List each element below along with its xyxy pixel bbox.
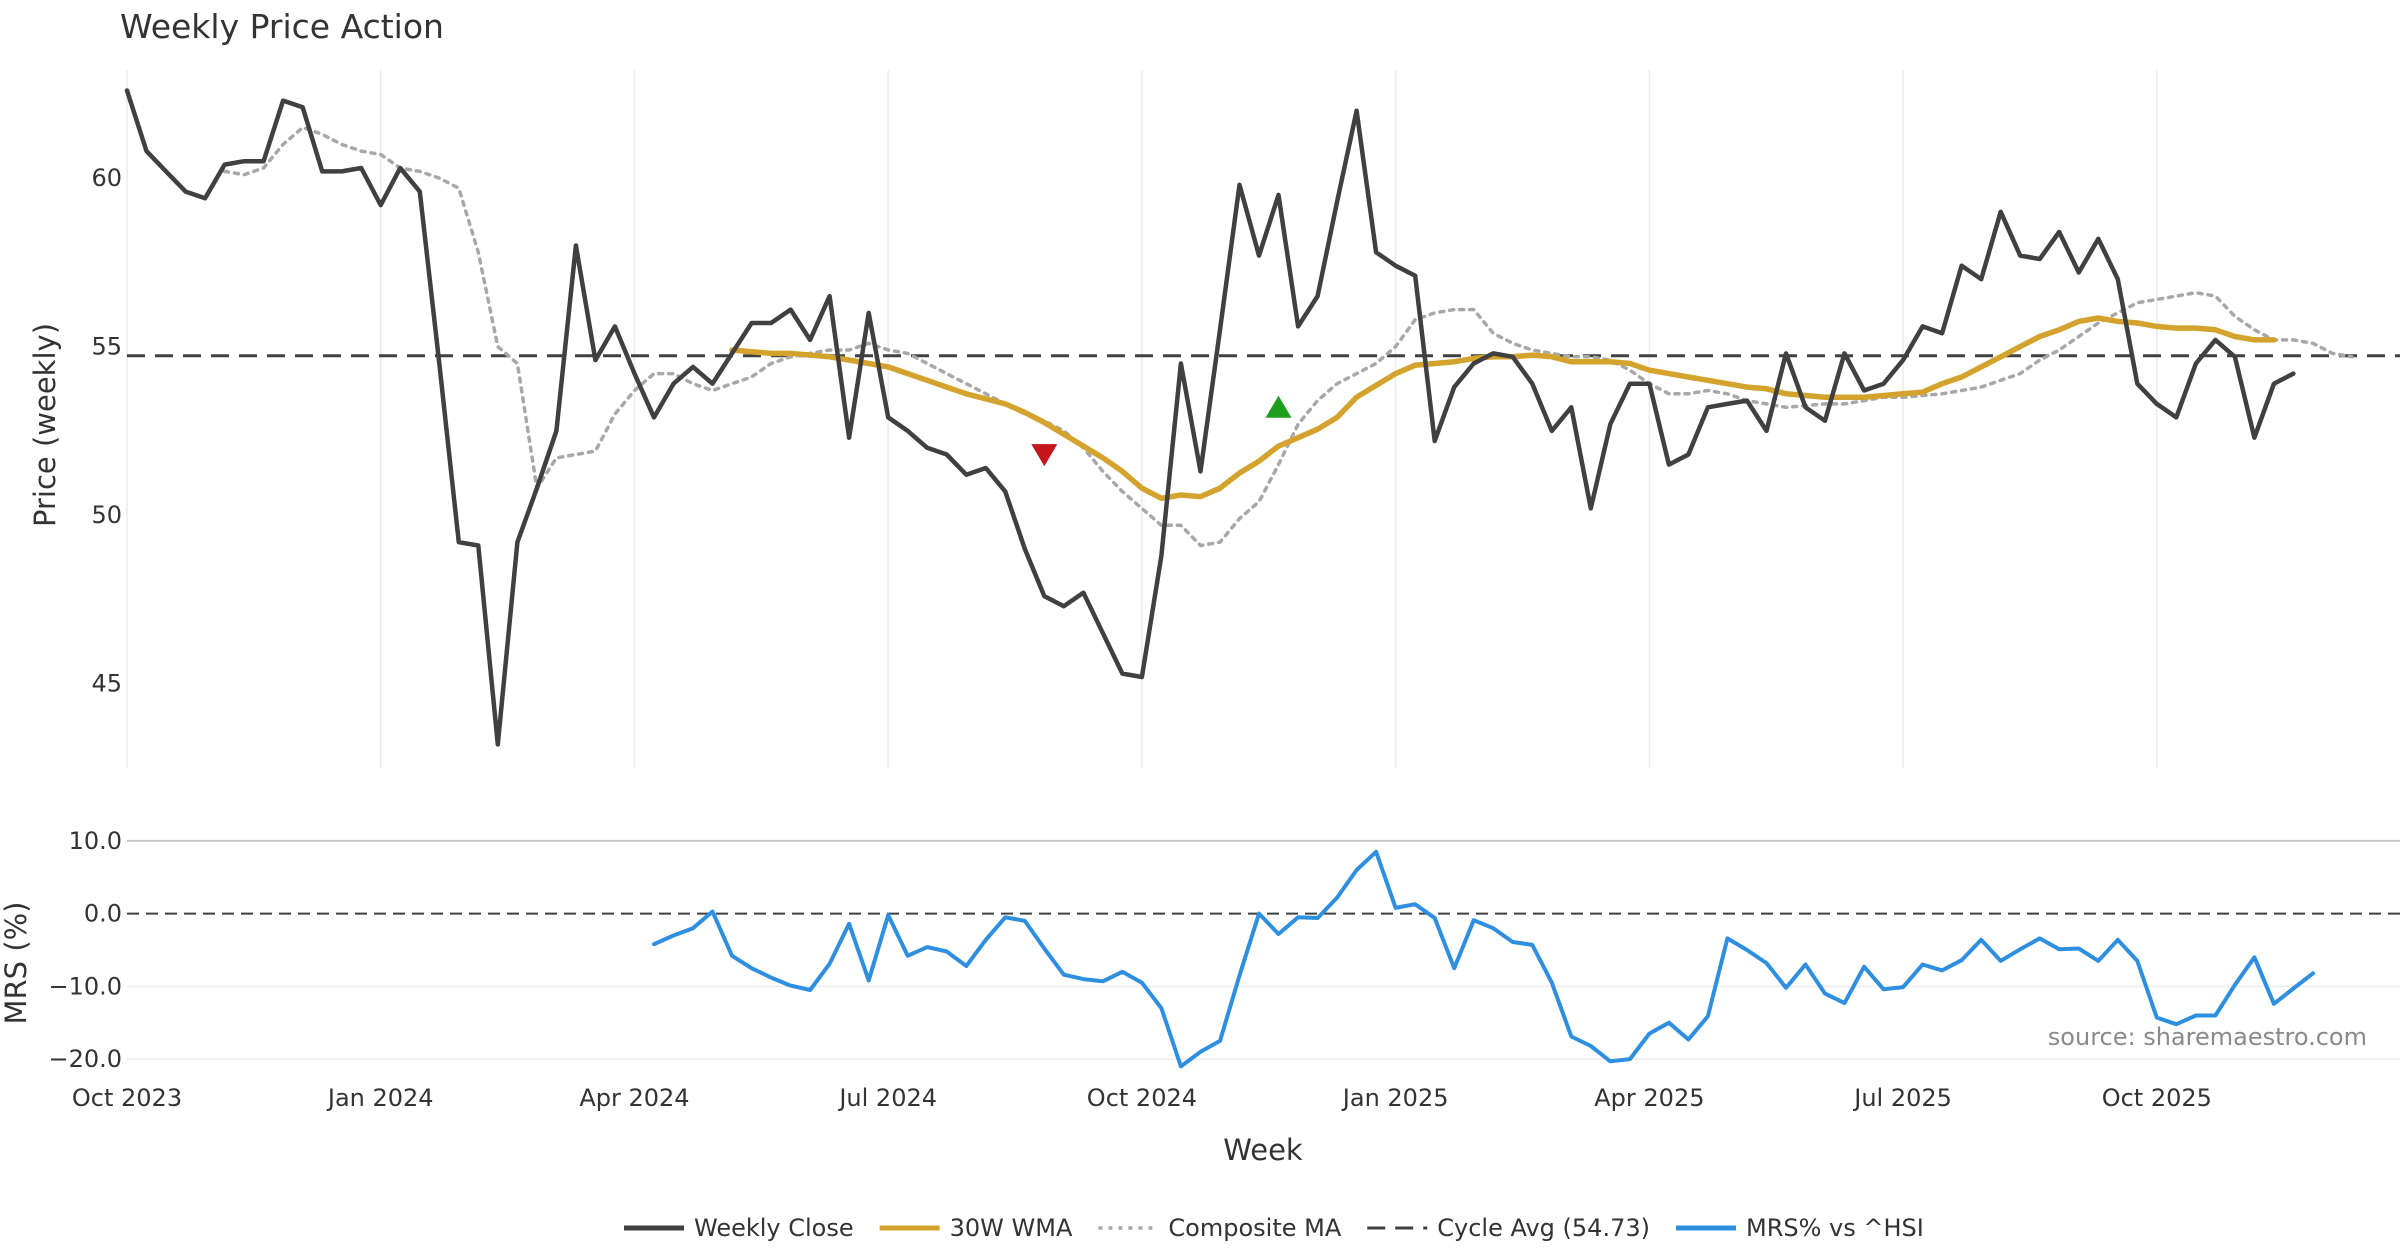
series-composite-ma <box>222 125 2354 548</box>
legend-item-mrs-vs-hsi: MRS% vs ^HSI <box>1675 1214 1924 1242</box>
x-tick-oct-2024: Oct 2024 <box>1087 1084 1197 1112</box>
mrs-y-tick-0-0: 0.0 <box>84 900 122 928</box>
legend-item-30w-wma: 30W WMA <box>879 1214 1073 1242</box>
x-tick-jan-2025: Jan 2025 <box>1341 1084 1449 1112</box>
sell-signal-marker <box>1031 444 1058 467</box>
legend-item-composite-ma: Composite MA <box>1098 1214 1342 1242</box>
price-y-tick-45: 45 <box>91 670 122 698</box>
x-tick-jul-2024: Jul 2024 <box>837 1084 937 1112</box>
x-axis-label: Week <box>1223 1133 1303 1167</box>
x-axis: Oct 2023 Jan 2024 Apr 2024 Jul 2024 Oct 2024… <box>72 1084 2212 1112</box>
source-note: source: sharemaestro.com <box>2048 1023 2367 1051</box>
x-tick-apr-2025: Apr 2025 <box>1594 1084 1704 1112</box>
legend-label: Cycle Avg (54.73) <box>1437 1214 1650 1242</box>
price-y-tick-50: 50 <box>91 501 122 529</box>
chart-title: Weekly Price Action <box>120 7 444 46</box>
price-panel: 45 50 55 60 <box>91 88 2400 747</box>
mrs-panel: 10.0 0.0 −10.0 −20.0 <box>48 827 2400 1073</box>
series-weekly-close <box>124 88 2296 747</box>
grid-layer <box>126 70 2400 1060</box>
x-tick-apr-2024: Apr 2024 <box>579 1084 689 1112</box>
series-mrs-vs-hsi <box>652 849 2315 1069</box>
mrs-y-tick-10-0: −10.0 <box>48 972 122 1000</box>
legend-item-weekly-close: Weekly Close <box>624 1214 854 1242</box>
mrs-y-axis-label: MRS (%) <box>0 902 33 1025</box>
x-tick-jul-2025: Jul 2025 <box>1852 1084 1952 1112</box>
mrs-y-tick-10-0: 10.0 <box>69 827 122 855</box>
legend-label: Weekly Close <box>694 1214 854 1242</box>
price-y-tick-55: 55 <box>91 333 122 361</box>
legend-label: MRS% vs ^HSI <box>1746 1214 1924 1242</box>
mrs-y-tick-20-0: −20.0 <box>48 1045 122 1073</box>
x-tick-oct-2025: Oct 2025 <box>2102 1084 2212 1112</box>
price-y-tick-60: 60 <box>91 164 122 192</box>
price-y-axis-label: Price (weekly) <box>28 323 62 527</box>
x-tick-jan-2024: Jan 2024 <box>326 1084 434 1112</box>
legend-label: Composite MA <box>1168 1214 1341 1242</box>
x-tick-oct-2023: Oct 2023 <box>72 1084 182 1112</box>
legend-item-cycle-avg-54-73: Cycle Avg (54.73) <box>1367 1214 1650 1242</box>
legend-label: 30W WMA <box>950 1214 1073 1242</box>
legend: Weekly Close 30W WMA Composite MA Cycle Avg… <box>624 1214 1924 1242</box>
buy-signal-marker <box>1265 395 1292 418</box>
